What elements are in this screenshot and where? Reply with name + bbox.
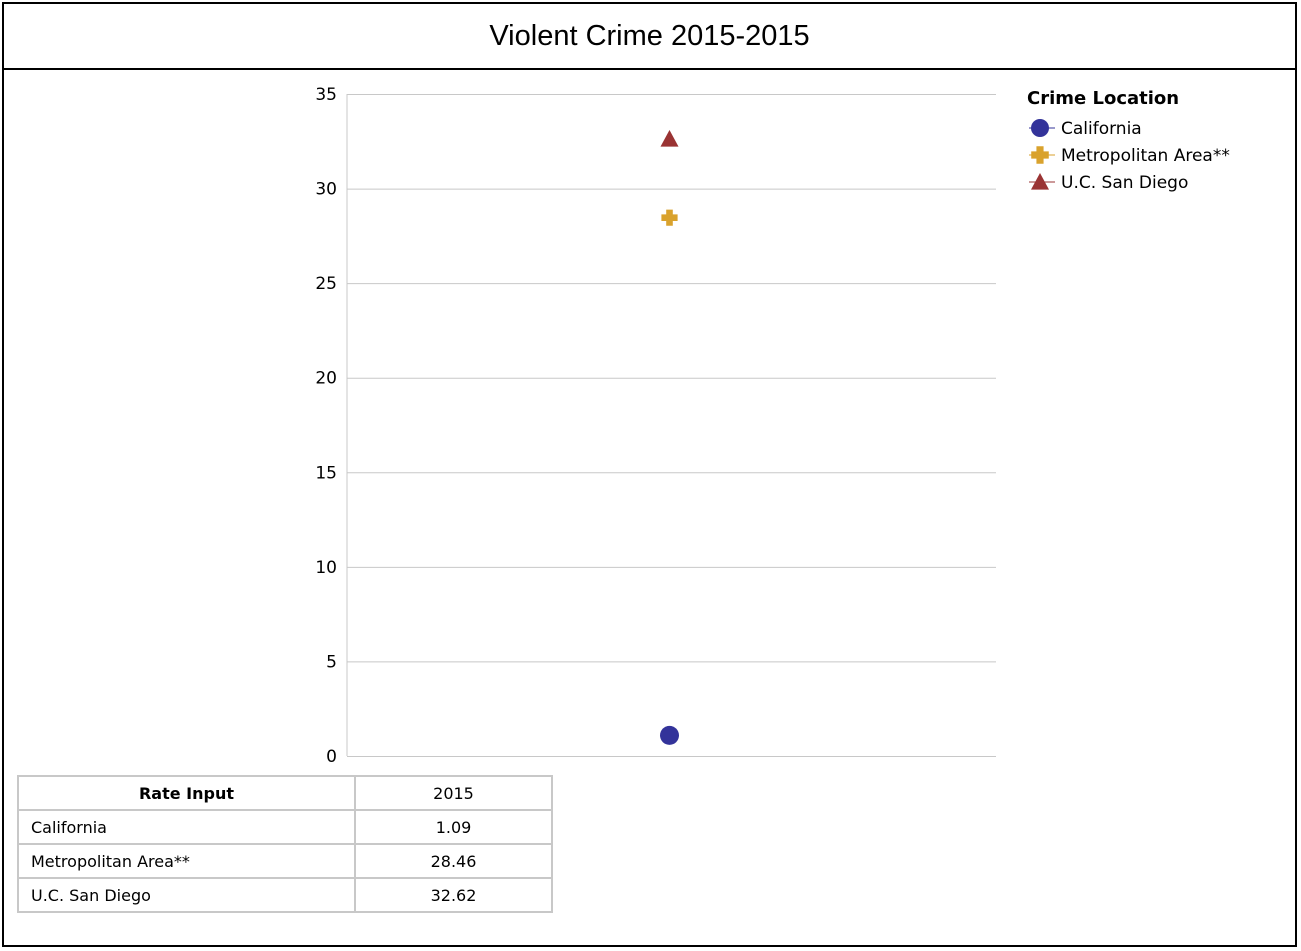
y-tick-label: 35 (315, 85, 337, 105)
table-row: Metropolitan Area** 28.46 (17, 843, 553, 879)
data-point (661, 209, 678, 226)
legend-marker (1031, 146, 1049, 164)
table-cell-name: U.C. San Diego (17, 877, 356, 913)
data-point (660, 130, 679, 147)
y-tick-label: 30 (315, 180, 337, 200)
table-header-year: 2015 (354, 775, 553, 811)
table-cell-name: Metropolitan Area** (17, 843, 356, 879)
title-bar: Violent Crime 2015-2015 (4, 4, 1295, 70)
table-cell-name: California (17, 809, 356, 845)
y-tick-label: 20 (315, 369, 337, 389)
chart-title: Violent Crime 2015-2015 (489, 19, 810, 52)
data-point (660, 725, 679, 745)
table-row: U.C. San Diego 32.62 (17, 877, 553, 913)
y-tick-label: 0 (326, 747, 337, 767)
legend-label: Metropolitan Area** (1061, 146, 1230, 166)
y-tick-label: 15 (315, 463, 337, 483)
y-tick-label: 25 (315, 274, 337, 294)
y-tick-label: 5 (326, 652, 337, 672)
legend-label: California (1061, 119, 1142, 139)
y-tick-label: 10 (315, 558, 337, 578)
legend-marker (1031, 119, 1049, 137)
data-table: Rate Input 2015 California 1.09 Metropol… (17, 775, 553, 913)
table-header-name: Rate Input (17, 775, 356, 811)
legend-label: U.C. San Diego (1061, 173, 1188, 193)
table-cell-value: 1.09 (354, 809, 553, 845)
legend-marker (1031, 173, 1049, 190)
table-cell-value: 32.62 (354, 877, 553, 913)
table-header-row: Rate Input 2015 (17, 775, 553, 811)
legend-title: Crime Location (1027, 88, 1179, 109)
table-cell-value: 28.46 (354, 843, 553, 879)
table-row: California 1.09 (17, 809, 553, 845)
